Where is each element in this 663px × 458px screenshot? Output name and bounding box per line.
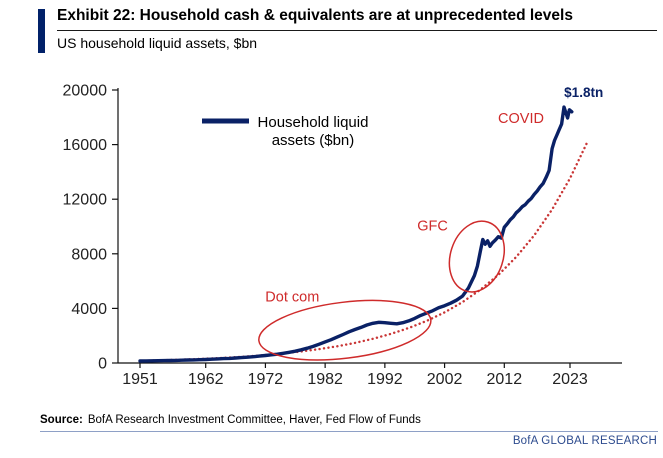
x-tick-label: 1982 [307,371,343,388]
source-note: Source: BofA Research Investment Committe… [40,414,421,426]
x-tick-label: 2002 [427,371,463,388]
chart-canvas: 0 4000 8000 12000 16000 20000 1951 1962 1972 1982… [63,83,622,388]
y-tick-label: 20000 [63,83,108,100]
x-tick-label: 2012 [487,371,523,388]
x-tick-label: 1962 [188,371,224,388]
y-tick-label: 12000 [63,192,108,209]
x-tick-label: 1992 [367,371,403,388]
title-accent-bar [38,9,45,53]
chart-subtitle: US household liquid assets, $bn [57,35,258,51]
brand-divider [40,431,658,432]
annotation-ellipse [258,299,432,361]
legend-label: Household liquid [258,114,369,131]
annotation-covid: COVID [498,111,544,127]
annotation-gfc: GFC [417,219,448,235]
title-underline [57,30,657,31]
exhibit-title: Exhibit 22: Household cash & equivalents… [57,7,573,24]
x-tick-label: 1951 [122,371,158,388]
annotation-1-8tn: $1.8tn [564,85,603,100]
brand-text: BofA GLOBAL RESEARCH [512,435,657,447]
y-tick-label: 4000 [71,301,107,318]
legend-label: assets ($bn) [272,132,355,149]
x-tick-label: 2023 [552,371,588,388]
y-tick-label: 8000 [71,246,107,263]
source-label: Source: [40,414,83,426]
annotation-ellipse [448,220,505,293]
household-liquid-assets-line [138,105,574,363]
y-tick-label: 0 [98,356,107,373]
x-tick-label: 1972 [248,371,284,388]
source-text: BofA Research Investment Committee, Have… [87,414,421,426]
annotation-dot-com: Dot com [265,290,319,306]
y-tick-label: 16000 [63,137,108,154]
trend-dotted-line [138,139,590,362]
